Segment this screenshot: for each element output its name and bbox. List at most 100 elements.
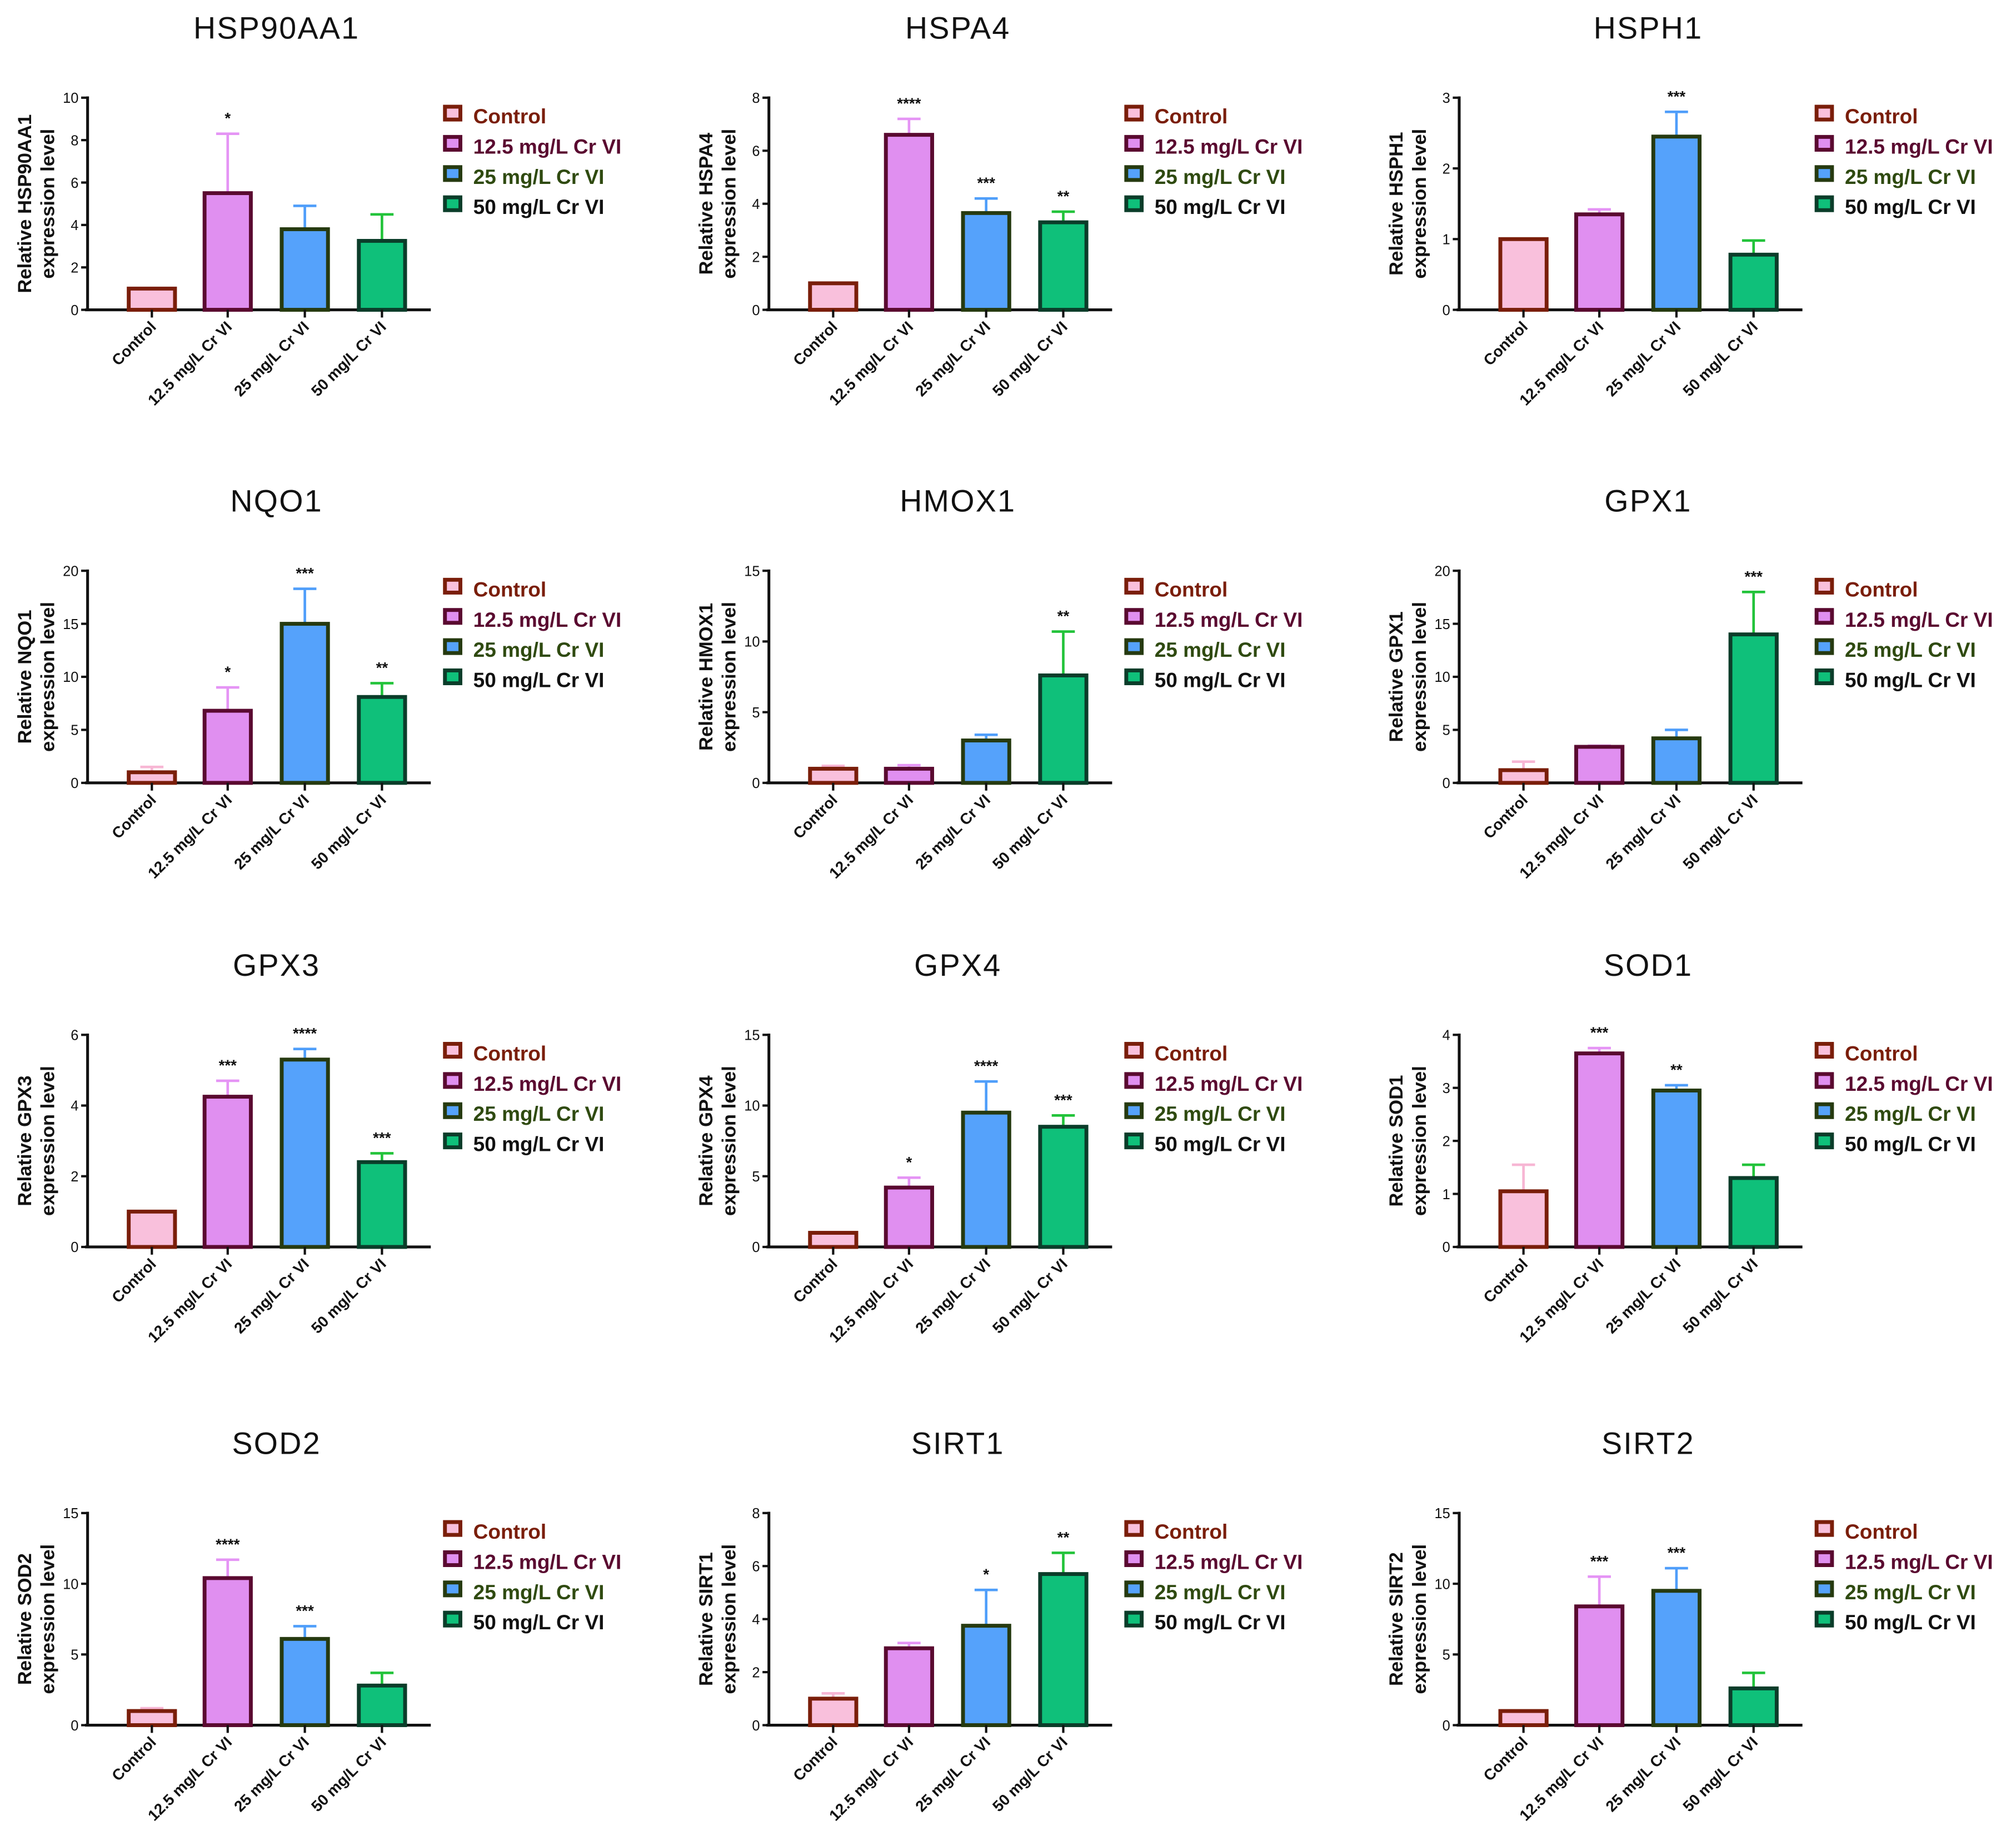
chart-title: GPX1	[1604, 484, 1691, 518]
chart-title: GPX4	[914, 948, 1001, 982]
bar-3	[1728, 1686, 1779, 1728]
bar-0	[127, 770, 177, 785]
y-axis-label-line: Relative SOD1	[1386, 1075, 1407, 1207]
bar-0	[1498, 237, 1549, 312]
bar-2	[280, 1057, 330, 1249]
legend-swatch	[1814, 1580, 1834, 1598]
legend-label: 12.5 mg/L Cr VI	[473, 134, 622, 158]
legend-swatch	[1124, 165, 1144, 182]
legend-label: Control	[1155, 577, 1228, 601]
bar-3	[357, 1160, 407, 1249]
chart-title: SOD1	[1604, 948, 1693, 982]
x-tick-label: 50 mg/L Cr VI	[1679, 1255, 1761, 1337]
y-axis-label-line: expression level	[37, 1066, 58, 1216]
legend-label: 12.5 mg/L Cr VI	[473, 1550, 622, 1573]
x-tick-label: 50 mg/L Cr VI	[989, 1733, 1071, 1815]
y-tick-label: 20	[63, 563, 78, 579]
bar-2	[961, 1624, 1011, 1728]
x-tick-label: 12.5 mg/L Cr VI	[826, 318, 916, 408]
legend-swatch	[443, 1072, 462, 1089]
x-tick-label: Control	[1480, 1733, 1531, 1784]
y-axis-label: Relative HSP90AA1 expression level	[14, 114, 59, 293]
y-tick-label: 3	[1443, 1081, 1450, 1096]
y-axis-label: Relative HSPA4 expression level	[696, 129, 740, 279]
x-tick-label: Control	[108, 1733, 159, 1784]
y-axis-label-line: expression level	[37, 602, 58, 752]
y-axis-label-line: Relative HMOX1	[696, 603, 717, 751]
legend-swatch	[443, 638, 462, 655]
significance-marker: **	[1670, 1061, 1683, 1078]
legend-label: Control	[473, 1520, 547, 1543]
legend-swatch	[1124, 1520, 1144, 1537]
y-axis-label-line: Relative SIRT1	[696, 1552, 717, 1686]
bar-2	[961, 1110, 1011, 1249]
legend-swatch	[1814, 134, 1834, 152]
y-axis-label-line: Relative HSP90AA1	[14, 114, 36, 293]
x-tick-label: 50 mg/L Cr VI	[308, 1733, 390, 1815]
chart-panel-gpx1: GPX1 Relative GPX1 expression level 0 5 10 15 2…	[1386, 484, 1993, 882]
x-tick-label: 50 mg/L Cr VI	[989, 318, 1071, 400]
legend: Control 12.5 mg/L Cr VI 25 mg/L Cr VI 50 mg…	[443, 104, 622, 218]
x-tick-label: 25 mg/L Cr VI	[231, 1255, 312, 1337]
x-tick-label: 25 mg/L Cr VI	[912, 1733, 994, 1815]
bar-3	[1038, 673, 1089, 785]
significance-marker: **	[1057, 1529, 1070, 1546]
x-tick-label: 12.5 mg/L Cr VI	[1516, 791, 1606, 882]
legend: Control 12.5 mg/L Cr VI 25 mg/L Cr VI 50 mg…	[1814, 577, 1993, 691]
legend-label: 50 mg/L Cr VI	[473, 195, 605, 218]
legend-swatch	[1124, 1132, 1144, 1150]
legend-swatch	[1124, 1550, 1144, 1567]
bar-1	[1574, 212, 1625, 312]
y-tick-label: 0	[71, 776, 78, 791]
legend-label: 25 mg/L Cr VI	[1845, 165, 1976, 188]
legend-label: 12.5 mg/L Cr VI	[1155, 1550, 1303, 1573]
legend-swatch	[1124, 1580, 1144, 1598]
chart-title: HSPA4	[905, 11, 1010, 45]
y-tick-label: 10	[1435, 670, 1450, 685]
x-tick-label: Control	[790, 1733, 841, 1784]
x-tick-label: 50 mg/L Cr VI	[1679, 791, 1761, 873]
y-axis-label-line: expression level	[719, 1066, 740, 1216]
y-tick-label: 0	[752, 303, 760, 318]
x-tick-label: 25 mg/L Cr VI	[231, 318, 312, 400]
bar-2	[1651, 134, 1702, 312]
y-tick-label: 5	[71, 1648, 78, 1663]
bar-1	[202, 1095, 253, 1249]
bar-0	[808, 1231, 859, 1249]
y-tick-label: 0	[1443, 776, 1450, 791]
y-axis-label: Relative GPX1 expression level	[1386, 602, 1430, 752]
legend-swatch	[1814, 608, 1834, 625]
x-tick-label: 12.5 mg/L Cr VI	[144, 791, 235, 882]
y-tick-label: 0	[1443, 1718, 1450, 1734]
chart-title: SIRT2	[1601, 1426, 1695, 1460]
bar-2	[1651, 1088, 1702, 1249]
legend-label: 25 mg/L Cr VI	[1155, 638, 1286, 661]
bar-3	[1038, 220, 1089, 312]
chart-panel-sirt2: SIRT2 Relative SIRT2 expression level 0 5 10 1…	[1386, 1426, 1993, 1824]
legend-label: Control	[1155, 1042, 1228, 1065]
legend: Control 12.5 mg/L Cr VI 25 mg/L Cr VI 50 mg…	[443, 1042, 621, 1156]
bar-1	[202, 709, 253, 785]
significance-marker: **	[1057, 187, 1070, 204]
legend-swatch	[1124, 1102, 1144, 1119]
legend-label: 25 mg/L Cr VI	[1845, 1102, 1976, 1125]
x-tick-label: 25 mg/L Cr VI	[1602, 1733, 1684, 1815]
x-tick-label: 25 mg/L Cr VI	[912, 318, 994, 400]
x-tick-label: Control	[1480, 791, 1531, 842]
legend-label: 12.5 mg/L Cr VI	[1155, 608, 1303, 631]
y-tick-label: 0	[752, 1240, 760, 1255]
significance-marker: ****	[293, 1025, 317, 1042]
bar-3	[1728, 1176, 1779, 1249]
y-axis-label-line: expression level	[1409, 129, 1430, 279]
legend-label: 50 mg/L Cr VI	[1845, 1132, 1976, 1156]
bar-1	[1574, 745, 1625, 785]
y-tick-label: 6	[71, 1028, 78, 1044]
y-tick-label: 4	[1443, 1028, 1450, 1044]
x-tick-label: Control	[790, 1255, 841, 1306]
legend-label: 12.5 mg/L Cr VI	[1845, 1550, 1993, 1573]
chart-panel-hsph1: HSPH1 Relative HSPH1 expression level 0 1 2 3 C…	[1386, 11, 1993, 408]
y-tick-label: 5	[752, 705, 760, 721]
y-tick-label: 0	[1443, 1240, 1450, 1255]
legend-label: 50 mg/L Cr VI	[1155, 195, 1286, 218]
y-axis-label-line: expression level	[719, 129, 740, 279]
